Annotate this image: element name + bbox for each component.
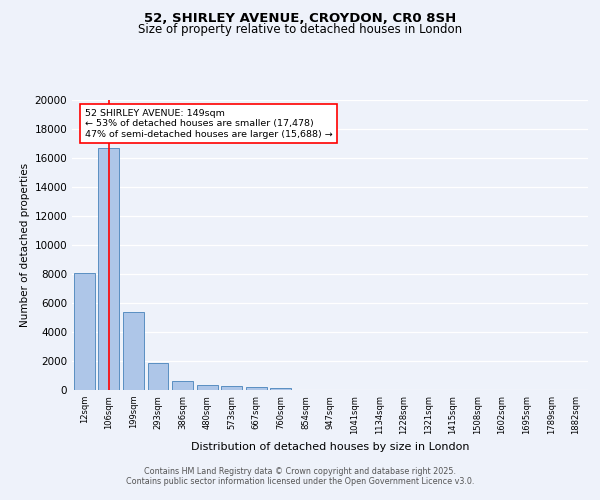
Text: Contains public sector information licensed under the Open Government Licence v3: Contains public sector information licen… (126, 477, 474, 486)
Bar (98, 148, 119, 390)
X-axis label: Distribution of detached houses by size in London: Distribution of detached houses by size … (191, 442, 469, 452)
Bar (246, 387, 267, 390)
Bar (148, 363, 169, 390)
Bar (123, 312, 144, 390)
Bar (74, 272, 95, 390)
Text: Size of property relative to detached houses in London: Size of property relative to detached ho… (138, 22, 462, 36)
Y-axis label: Number of detached properties: Number of detached properties (20, 163, 30, 327)
Bar (172, 380, 193, 390)
Text: Contains HM Land Registry data © Crown copyright and database right 2025.: Contains HM Land Registry data © Crown c… (144, 467, 456, 476)
Bar (197, 385, 218, 390)
Bar (271, 388, 292, 390)
Bar (221, 386, 242, 390)
Text: 52 SHIRLEY AVENUE: 149sqm
← 53% of detached houses are smaller (17,478)
47% of s: 52 SHIRLEY AVENUE: 149sqm ← 53% of detac… (85, 108, 332, 138)
Text: 52, SHIRLEY AVENUE, CROYDON, CR0 8SH: 52, SHIRLEY AVENUE, CROYDON, CR0 8SH (144, 12, 456, 26)
